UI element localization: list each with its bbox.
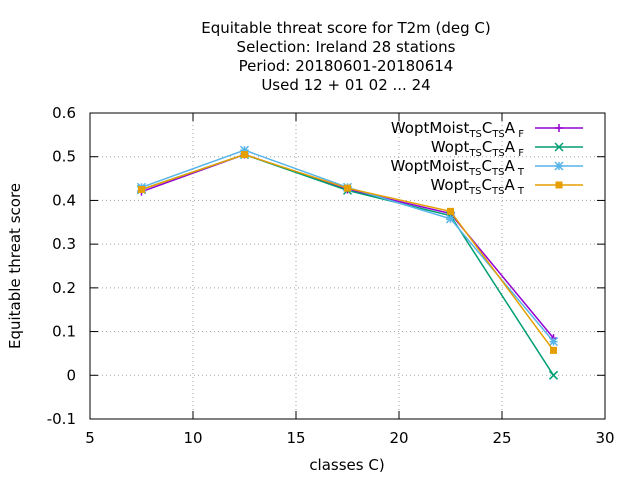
x-tick-label: 10 [183,429,202,447]
series-0 [137,150,558,343]
data-point [548,370,559,380]
y-axis-label: Equitable threat score [6,183,24,349]
legend-label-3: WoptTSCTSA T [430,176,524,197]
data-point [138,186,145,193]
data-point [550,346,557,354]
data-point [241,151,248,159]
x-tick-label: 15 [286,429,305,447]
legend-marker-2 [554,161,564,171]
legend-marker-0 [555,124,563,132]
y-tick-label: 0.5 [52,148,76,166]
grid [90,113,605,419]
title-line-0: Equitable threat score for T2m (deg C) [201,19,491,37]
x-axis-label: classes C) [309,456,384,474]
y-tick-label: 0.2 [52,279,76,297]
x-tick-label: 5 [85,429,95,447]
data-point [344,184,351,192]
title-line-3: Used 12 + 01 02 ... 24 [261,76,430,94]
data-point [548,337,559,347]
y-tick-label: 0.1 [52,323,76,341]
y-tick-label: -0.1 [47,410,76,428]
y-tick-label: 0 [66,366,76,384]
x-tick-label: 25 [492,429,511,447]
title-line-2: Period: 20180601-20180614 [239,57,454,75]
axis-ticks: -0.1 0 0.1 0.2 0.3 0.4 0.5 0.6 5 10 15 20 25 30 [47,104,615,447]
legend-label-1: WoptTSCTSA F [431,138,524,159]
legend-marker-3 [555,181,563,189]
series-lines [136,145,559,380]
legend-label-2: WoptMoistTSCTSA T [391,157,525,178]
y-tick-label: 0.4 [52,191,76,209]
series-3 [138,151,557,354]
title-line-1: Selection: Ireland 28 stations [237,38,456,56]
chart-title: Equitable threat score for T2m (deg C)Se… [201,19,491,94]
data-point [447,207,454,215]
x-tick-label: 20 [389,429,408,447]
x-tick-label: 30 [595,429,614,447]
y-tick-label: 0.6 [52,104,76,122]
legend-label-0: WoptMoistTSCTSA F [391,119,524,140]
plot-frame [89,112,606,420]
y-tick-label: 0.3 [52,235,76,253]
legend-marker-1 [554,142,564,152]
